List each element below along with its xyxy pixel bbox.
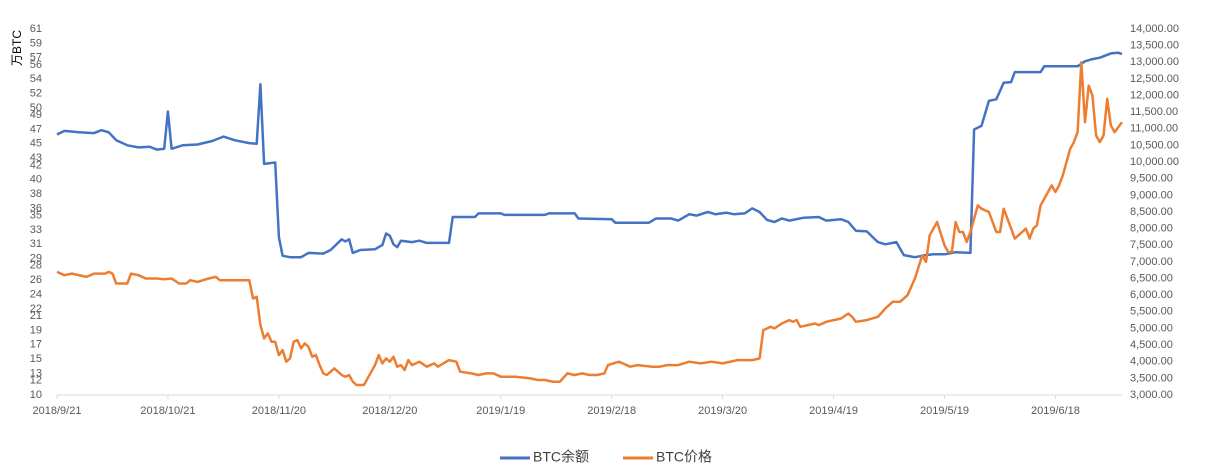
y-tick-label: 17 (30, 339, 42, 351)
y-tick-label: 29 (30, 253, 42, 265)
x-tick-label: 2018/12/20 (362, 405, 417, 417)
y2-tick-label: 9,500.00 (1130, 173, 1173, 185)
y-tick-label: 45 (30, 138, 42, 150)
y-tick-label: 49 (30, 109, 42, 121)
y-tick-label: 40 (30, 174, 42, 186)
series-line (56, 61, 1124, 387)
y2-tick-label: 7,500.00 (1130, 239, 1173, 251)
legend-label: BTC余额 (533, 449, 589, 465)
y-tick-label: 28 (30, 260, 42, 272)
series-line (56, 51, 1123, 259)
x-tick-label: 2018/9/21 (33, 405, 82, 417)
y-axis-title: 万BTC (10, 30, 24, 66)
x-tick-label: 2019/4/19 (809, 405, 858, 417)
y-tick-label: 47 (30, 123, 42, 135)
x-tick-label: 2018/10/21 (140, 405, 195, 417)
y-tick-label: 33 (30, 224, 42, 236)
y-tick-label: 56 (30, 59, 42, 71)
y2-tick-label: 3,500.00 (1130, 372, 1173, 384)
legend-label: BTC价格 (656, 449, 712, 465)
y2-tick-label: 10,500.00 (1130, 139, 1179, 151)
x-tick-label: 2019/1/19 (476, 405, 525, 417)
y2-tick-label: 12,000.00 (1130, 89, 1179, 101)
y2-tick-label: 11,500.00 (1130, 106, 1178, 118)
y-tick-label: 13 (30, 367, 42, 379)
y-tick-label: 26 (30, 274, 42, 286)
x-tick-label: 2019/6/18 (1031, 405, 1080, 417)
x-tick-label: 2019/2/18 (587, 405, 636, 417)
y-tick-label: 31 (30, 238, 42, 250)
y2-tick-label: 14,000.00 (1130, 23, 1179, 35)
y2-tick-label: 9,000.00 (1130, 189, 1173, 201)
x-tick-label: 2018/11/20 (252, 405, 306, 417)
y2-tick-label: 11,000.00 (1130, 123, 1178, 135)
y-tick-label: 54 (30, 73, 42, 85)
y-tick-label: 57 (30, 52, 42, 64)
y2-tick-label: 8,000.00 (1130, 223, 1173, 235)
y-tick-label: 43 (30, 152, 42, 164)
x-tick-label: 2019/3/20 (698, 405, 747, 417)
y2-tick-label: 13,500.00 (1130, 40, 1179, 52)
y-tick-label: 10 (30, 389, 42, 401)
y2-tick-label: 4,000.00 (1130, 356, 1173, 368)
y-tick-label: 36 (30, 202, 42, 214)
y-tick-label: 38 (30, 188, 42, 200)
y-tick-label: 52 (30, 87, 42, 99)
y-tick-label: 50 (30, 102, 42, 114)
x-tick-label: 2019/5/19 (920, 405, 969, 417)
y-tick-label: 59 (30, 37, 42, 49)
y2-tick-label: 13,000.00 (1130, 56, 1179, 68)
y2-tick-label: 6,000.00 (1130, 289, 1173, 301)
y-tick-label: 35 (30, 209, 42, 221)
y2-tick-label: 3,000.00 (1130, 389, 1173, 401)
y2-tick-label: 5,500.00 (1130, 306, 1173, 318)
y2-tick-label: 8,500.00 (1130, 206, 1173, 218)
y2-tick-label: 10,000.00 (1130, 156, 1179, 168)
y-tick-label: 24 (30, 288, 42, 300)
y-tick-label: 22 (30, 303, 42, 315)
y2-tick-label: 7,000.00 (1130, 256, 1173, 268)
y2-tick-label: 4,500.00 (1130, 339, 1173, 351)
y2-tick-label: 12,500.00 (1130, 73, 1179, 85)
y-tick-label: 61 (30, 23, 42, 35)
y-tick-label: 19 (30, 324, 42, 336)
y-tick-label: 42 (30, 159, 42, 171)
y-tick-label: 12 (30, 375, 42, 387)
y2-tick-label: 6,500.00 (1130, 272, 1173, 284)
y2-tick-label: 5,000.00 (1130, 322, 1173, 334)
y-tick-label: 15 (30, 353, 42, 365)
y-tick-label: 21 (30, 310, 42, 322)
